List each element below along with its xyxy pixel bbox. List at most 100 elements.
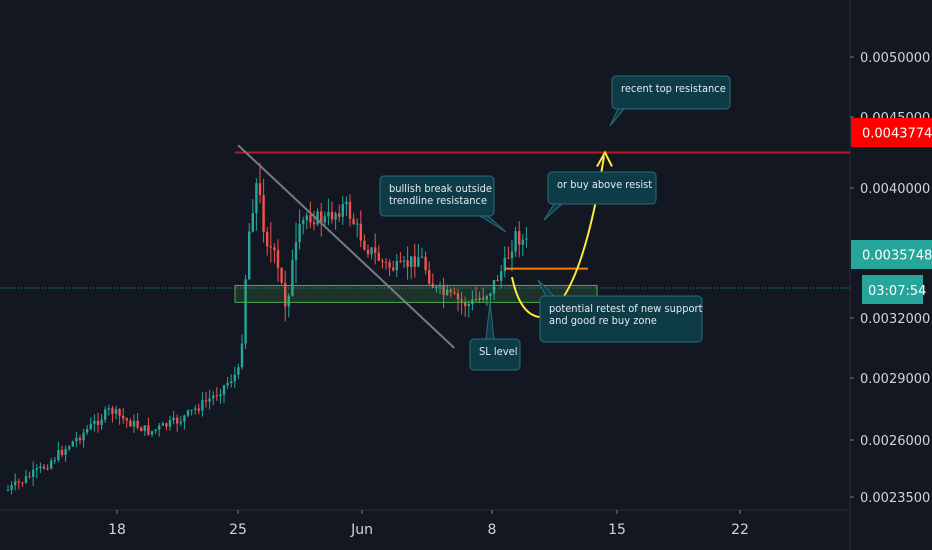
candle-body xyxy=(226,382,229,386)
x-tick-label: 15 xyxy=(608,522,626,538)
candle-body xyxy=(406,260,409,268)
candle-body xyxy=(428,270,431,284)
candle-body xyxy=(96,421,100,425)
candle-body xyxy=(50,460,53,469)
x-tick-label: 18 xyxy=(108,522,126,538)
candle-body xyxy=(298,223,301,243)
y-tick-label: 0.0026000 xyxy=(860,434,930,449)
candle-body xyxy=(17,481,20,483)
candle-body xyxy=(107,408,110,410)
candle-body xyxy=(374,247,377,253)
candle-body xyxy=(28,476,31,478)
candle-body xyxy=(399,260,402,262)
candle-body xyxy=(366,249,370,255)
candle-body xyxy=(284,282,287,307)
candle-body xyxy=(24,476,28,483)
candle-body xyxy=(172,417,175,421)
candle-body xyxy=(291,260,294,296)
candle-body xyxy=(136,420,139,428)
price-badge-current xyxy=(851,240,932,269)
candle-body xyxy=(186,410,190,416)
callout-text: trendline resistance xyxy=(389,194,487,207)
callout-buy-above[interactable]: or buy above resist xyxy=(543,171,657,221)
support-zone[interactable] xyxy=(234,284,598,303)
callout-pointer xyxy=(478,215,507,233)
candle-body xyxy=(352,218,355,224)
candle-body xyxy=(467,304,470,307)
candle-body xyxy=(442,285,445,295)
candle-body xyxy=(132,420,136,427)
candle-body xyxy=(190,409,193,411)
candle-body xyxy=(64,449,67,455)
descending-trendline[interactable] xyxy=(237,144,456,349)
candle-body xyxy=(165,423,168,427)
candle-body xyxy=(208,398,211,402)
candle-body xyxy=(478,297,481,300)
candle-body xyxy=(370,247,373,255)
candle-body xyxy=(341,204,344,217)
callout-box xyxy=(379,175,495,217)
candle-body xyxy=(244,279,247,344)
candle-body xyxy=(489,293,492,297)
candle-body xyxy=(143,425,146,432)
price-badge-resistance-text: 0.0043774 xyxy=(862,127,932,142)
candle-body xyxy=(147,425,150,435)
candle-body xyxy=(125,418,128,421)
candle-body xyxy=(240,343,244,368)
y-tick-label: 0.0040000 xyxy=(860,182,930,197)
candle-body xyxy=(381,260,384,262)
candle-body xyxy=(496,279,499,281)
candle-body xyxy=(35,468,38,470)
candle-body xyxy=(507,257,510,259)
candle-body xyxy=(183,415,186,422)
callout-text: potential retest of new support xyxy=(549,302,703,315)
candle-body xyxy=(233,374,236,382)
candle-body xyxy=(330,211,334,220)
candle-body xyxy=(500,271,503,281)
candle-body xyxy=(435,286,438,288)
candle-body xyxy=(201,400,204,411)
candle-body xyxy=(316,211,319,225)
candle-body xyxy=(276,250,280,268)
candle-body xyxy=(327,211,330,217)
projection-arrowhead xyxy=(596,150,613,167)
y-tick-label: 0.0029000 xyxy=(860,372,930,387)
candle-body xyxy=(294,242,298,261)
x-tick-label: 8 xyxy=(488,522,497,538)
candle-body xyxy=(503,257,506,272)
candle-body xyxy=(392,267,395,271)
candle-body xyxy=(464,301,467,307)
y-tick-label: 0.0023500 xyxy=(860,491,930,506)
callout-box xyxy=(547,171,657,205)
callout-text: SL level xyxy=(479,345,517,358)
candle-body xyxy=(492,279,496,294)
candle-body xyxy=(255,183,258,214)
callout-text: bullish break outside xyxy=(389,182,492,195)
candle-body xyxy=(363,240,366,250)
candle-body xyxy=(449,289,452,293)
candle-body xyxy=(219,394,222,397)
candle-body xyxy=(323,216,326,223)
candle-body xyxy=(438,285,442,287)
callout-pointer xyxy=(537,279,556,297)
candle-body xyxy=(179,421,182,424)
callout-recent-top[interactable]: recent top resistance xyxy=(609,75,731,127)
candle-body xyxy=(129,420,132,427)
candle-body xyxy=(140,427,143,432)
candle-body xyxy=(518,231,521,245)
callout-sl[interactable]: SL level xyxy=(469,301,521,371)
callout-box xyxy=(611,75,731,110)
candle-body xyxy=(42,466,46,469)
candle-body xyxy=(53,460,56,462)
candle-body xyxy=(168,420,172,427)
candle-body xyxy=(14,481,17,486)
candle-body xyxy=(46,468,49,470)
candle-body xyxy=(60,450,64,455)
candle-body xyxy=(413,256,416,267)
candle-body xyxy=(514,231,517,252)
callout-text: and good re buy zone xyxy=(549,314,657,327)
